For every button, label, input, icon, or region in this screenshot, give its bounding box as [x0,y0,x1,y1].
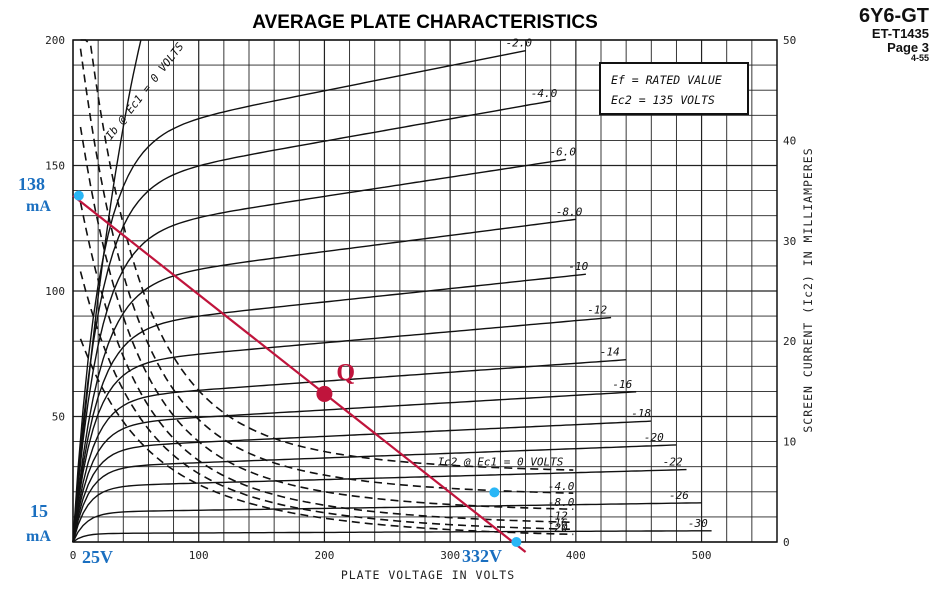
curve-label-plate: -14 [600,346,620,359]
q-point-marker [316,385,333,402]
q-point-label: Q [336,360,355,386]
screen-curve [79,126,574,510]
plate-curve [72,468,687,543]
screen-curve [80,39,574,471]
date-label: 4-55 [910,53,929,64]
curve-label-screen: Ic2 @ Ec1 = 0 VOLTS [438,456,564,469]
curve-label-screen: -20 [548,521,568,534]
plate-curve [72,100,551,543]
x-tick-label: 300 [440,549,460,562]
condition-ef: Ef = RATED VALUE [611,73,722,87]
x-axis-label: PLATE VOLTAGE IN VOLTS [341,568,515,582]
chart-title: AVERAGE PLATE CHARACTERISTICS [252,12,598,33]
curve-label-screen: -16 [548,516,568,529]
curve-label-plate: -30 [688,517,708,530]
curve-label-screen: -8.0 [548,496,575,509]
screen-curve [79,338,574,536]
plate-curve [72,316,612,543]
y-tick-label: 150 [45,160,65,173]
plate-curve [72,391,637,543]
annotation-15-unit: mA [26,528,51,545]
y-tick-label: 200 [45,34,65,47]
curve-label-plate: -18 [631,407,651,420]
annotation-138-unit: mA [26,198,51,215]
curve-label-ec1-0: Ib @ Ec1 = 0 VOLTS [103,40,187,142]
axis-ticks: 0 100 200 300 400 500 50 100 150 200 0 10 20 30 40 50 [45,34,796,562]
annotation-138: 138 [18,174,45,194]
annotation-15: 15 [30,501,48,521]
plate-current-curves [72,39,712,543]
plate-curve [72,444,677,543]
y2-tick-label: 30 [783,235,796,248]
plate-curve [72,530,712,543]
x-tick-label: 200 [314,549,334,562]
y2-tick-label: 10 [783,436,796,449]
y2-tick-label: 20 [783,335,796,348]
condition-ec2: Ec2 = 135 VOLTS [611,93,715,107]
x-tick-label: 500 [692,549,712,562]
plate-curve [72,218,576,543]
curve-label-plate: -10 [568,260,588,273]
curve-label-plate: -16 [612,378,632,391]
plate-curve [72,359,627,543]
curve-label-plate: -20 [644,431,664,444]
plate-curve [72,420,652,543]
plate-curve [72,50,526,543]
page-label: Page 3 [887,39,929,55]
tube-type-block: 6Y6-GT ET-T1435 Page 3 4-55 [859,6,929,64]
curve-label-plate: -4.0 [531,87,558,100]
y-tick-label: 50 [52,411,65,424]
curve-label-screen: -12 [548,509,568,522]
curve-label-screen: -4.0 [548,480,575,493]
x-tick-label: 100 [189,549,209,562]
annotation-25v: 25V [82,547,113,567]
conditions-box: Ef = RATED VALUE Ec2 = 135 VOLTS [599,62,749,115]
annotation-332v: 332V [462,546,502,566]
tube-type-label: 6Y6-GT [858,5,929,27]
load-line [72,194,527,553]
y-tick-label: 100 [45,285,65,298]
curve-label-plate: -22 [663,456,683,469]
screen-curve [79,202,574,524]
plate-curve [72,502,702,543]
curve-label-plate: -26 [669,489,689,502]
curve-label-plate: -12 [587,304,607,317]
screen-current-curves [79,39,574,536]
curve-label-plate: -2.0 [506,37,533,50]
plate-curve [72,158,566,543]
load-line-overlay: Q 138 mA 15 mA 25V 332V [18,174,527,567]
y2-tick-label: 50 [783,34,796,47]
y2-tick-label: 40 [783,134,796,147]
x-tick-label: 0 [70,549,77,562]
marker-138ma [73,190,84,201]
y2-axis-label: SCREEN CURRENT (Ic2) IN MILLIAMPERES [801,147,815,432]
y2-tick-label: 0 [783,536,790,549]
screen-curve [79,271,574,531]
marker-332v [511,537,522,547]
curve-label-plate: -8.0 [556,205,583,218]
plate-curve [72,273,586,543]
doc-code-label: ET-T1435 [871,26,929,41]
curve-label-plate: -6.0 [550,146,577,159]
x-tick-label: 400 [566,549,586,562]
plot-frame [72,39,778,543]
marker-15ma [489,487,500,498]
